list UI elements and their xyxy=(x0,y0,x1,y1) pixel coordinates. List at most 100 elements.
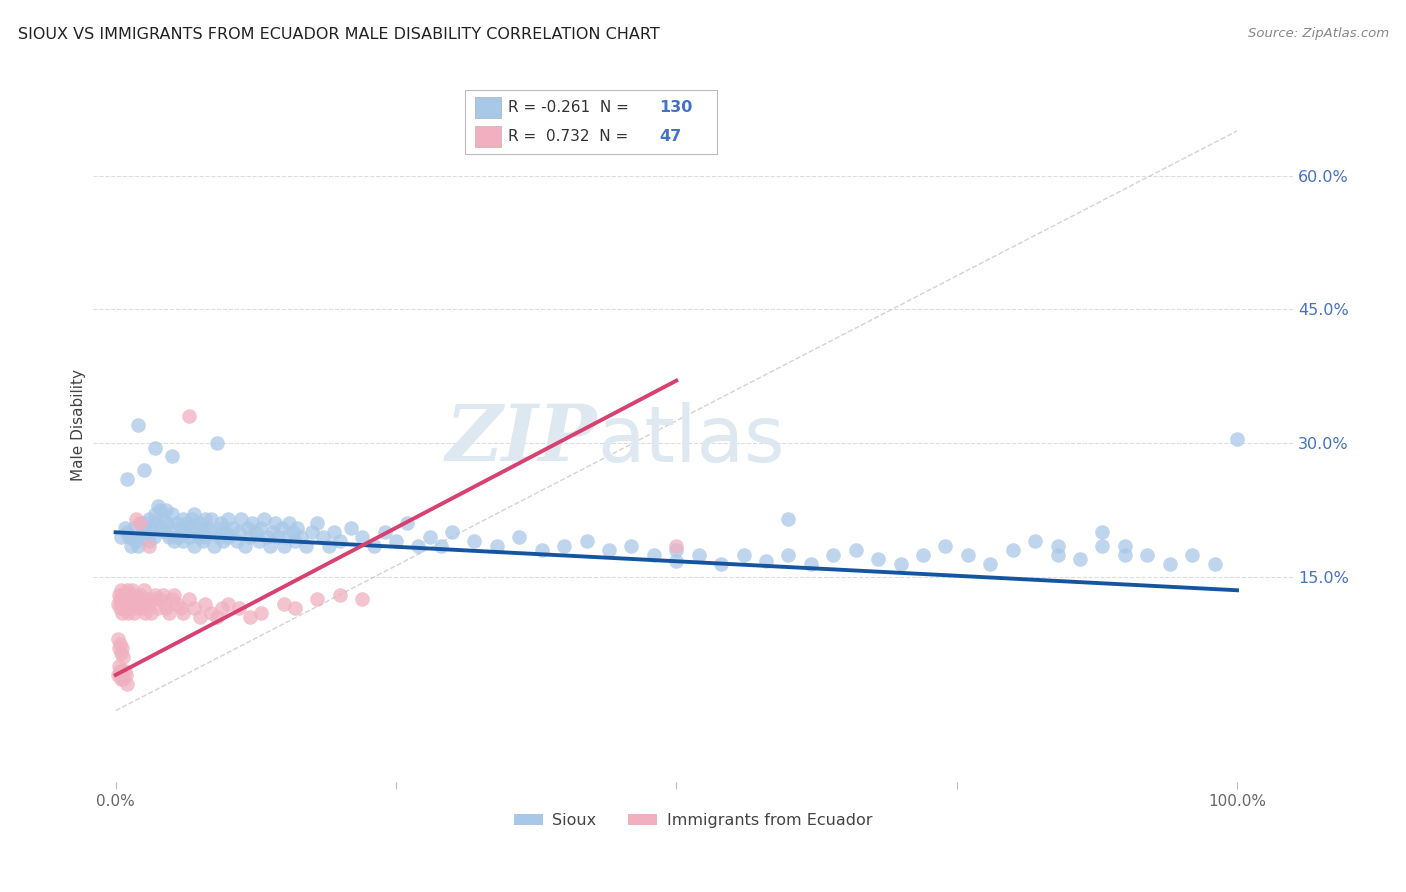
Point xyxy=(868,552,890,566)
Point xyxy=(138,539,160,553)
Text: SIOUX VS IMMIGRANTS FROM ECUADOR MALE DISABILITY CORRELATION CHART: SIOUX VS IMMIGRANTS FROM ECUADOR MALE DI… xyxy=(18,27,659,42)
Point xyxy=(733,548,755,562)
Point xyxy=(114,521,136,535)
Point xyxy=(217,512,239,526)
Point xyxy=(188,516,211,531)
Point xyxy=(183,539,205,553)
Point xyxy=(755,554,778,568)
Point xyxy=(1001,543,1024,558)
Point xyxy=(166,597,188,611)
Point xyxy=(183,508,205,522)
Point xyxy=(1136,548,1159,562)
Point xyxy=(149,521,172,535)
Point xyxy=(363,539,385,553)
Point xyxy=(911,548,934,562)
Point xyxy=(209,516,232,531)
Text: 130: 130 xyxy=(659,100,693,115)
Point xyxy=(419,530,441,544)
Point xyxy=(114,588,136,602)
Point xyxy=(114,668,136,682)
Point xyxy=(152,512,174,526)
Point xyxy=(138,597,160,611)
Point xyxy=(186,525,208,540)
Point xyxy=(174,525,197,540)
Point xyxy=(120,592,142,607)
Point xyxy=(129,516,152,531)
Point xyxy=(225,534,247,549)
Point xyxy=(890,557,912,571)
Point xyxy=(242,516,264,531)
Point xyxy=(122,606,145,620)
Point xyxy=(131,597,153,611)
Point xyxy=(118,601,141,615)
Point xyxy=(307,516,329,531)
Point xyxy=(125,597,148,611)
Point xyxy=(115,597,138,611)
Point xyxy=(956,548,979,562)
Text: Source: ZipAtlas.com: Source: ZipAtlas.com xyxy=(1249,27,1389,40)
Text: R = -0.261  N =: R = -0.261 N = xyxy=(509,100,634,115)
Point xyxy=(143,508,166,522)
Point xyxy=(169,601,191,615)
Point xyxy=(136,592,159,607)
Point xyxy=(598,543,620,558)
Point xyxy=(228,525,250,540)
Point xyxy=(112,650,135,665)
Point xyxy=(118,530,141,544)
Point xyxy=(233,539,256,553)
Point xyxy=(329,588,352,602)
Point xyxy=(155,601,177,615)
Point xyxy=(352,592,374,607)
Point xyxy=(1114,539,1136,553)
Point xyxy=(290,530,312,544)
Point xyxy=(217,597,239,611)
Point xyxy=(110,530,132,544)
Point xyxy=(132,463,155,477)
Point xyxy=(1226,432,1249,446)
Text: ZIP: ZIP xyxy=(446,401,598,478)
Point xyxy=(239,610,262,624)
Point xyxy=(148,601,170,615)
Point xyxy=(112,601,135,615)
Point xyxy=(108,588,131,602)
Point xyxy=(934,539,956,553)
Point xyxy=(134,606,156,620)
Point xyxy=(274,530,297,544)
Point xyxy=(259,539,281,553)
Point xyxy=(136,525,159,540)
Point xyxy=(263,516,285,531)
Point xyxy=(188,610,211,624)
Point xyxy=(163,534,186,549)
Point xyxy=(301,525,323,540)
Point xyxy=(149,592,172,607)
Text: R =  0.732  N =: R = 0.732 N = xyxy=(509,128,638,144)
Point xyxy=(253,512,276,526)
Point xyxy=(132,583,155,598)
Point xyxy=(141,606,163,620)
Point xyxy=(120,597,142,611)
Point xyxy=(312,530,335,544)
Point xyxy=(323,525,346,540)
Point xyxy=(408,539,430,553)
Point xyxy=(129,588,152,602)
Point xyxy=(1024,534,1046,549)
Point xyxy=(141,521,163,535)
Point xyxy=(1181,548,1204,562)
Point xyxy=(120,588,142,602)
Point xyxy=(197,521,219,535)
Point xyxy=(205,610,228,624)
Point xyxy=(110,597,132,611)
Point xyxy=(212,534,235,549)
Point xyxy=(250,521,273,535)
Point xyxy=(177,530,200,544)
Point xyxy=(845,543,868,558)
Point xyxy=(267,530,290,544)
Point xyxy=(108,592,131,607)
Point xyxy=(1091,539,1114,553)
Point xyxy=(285,521,308,535)
Point xyxy=(247,534,270,549)
Point xyxy=(485,539,508,553)
Point xyxy=(108,641,131,656)
Point xyxy=(307,592,329,607)
Point xyxy=(665,539,688,553)
